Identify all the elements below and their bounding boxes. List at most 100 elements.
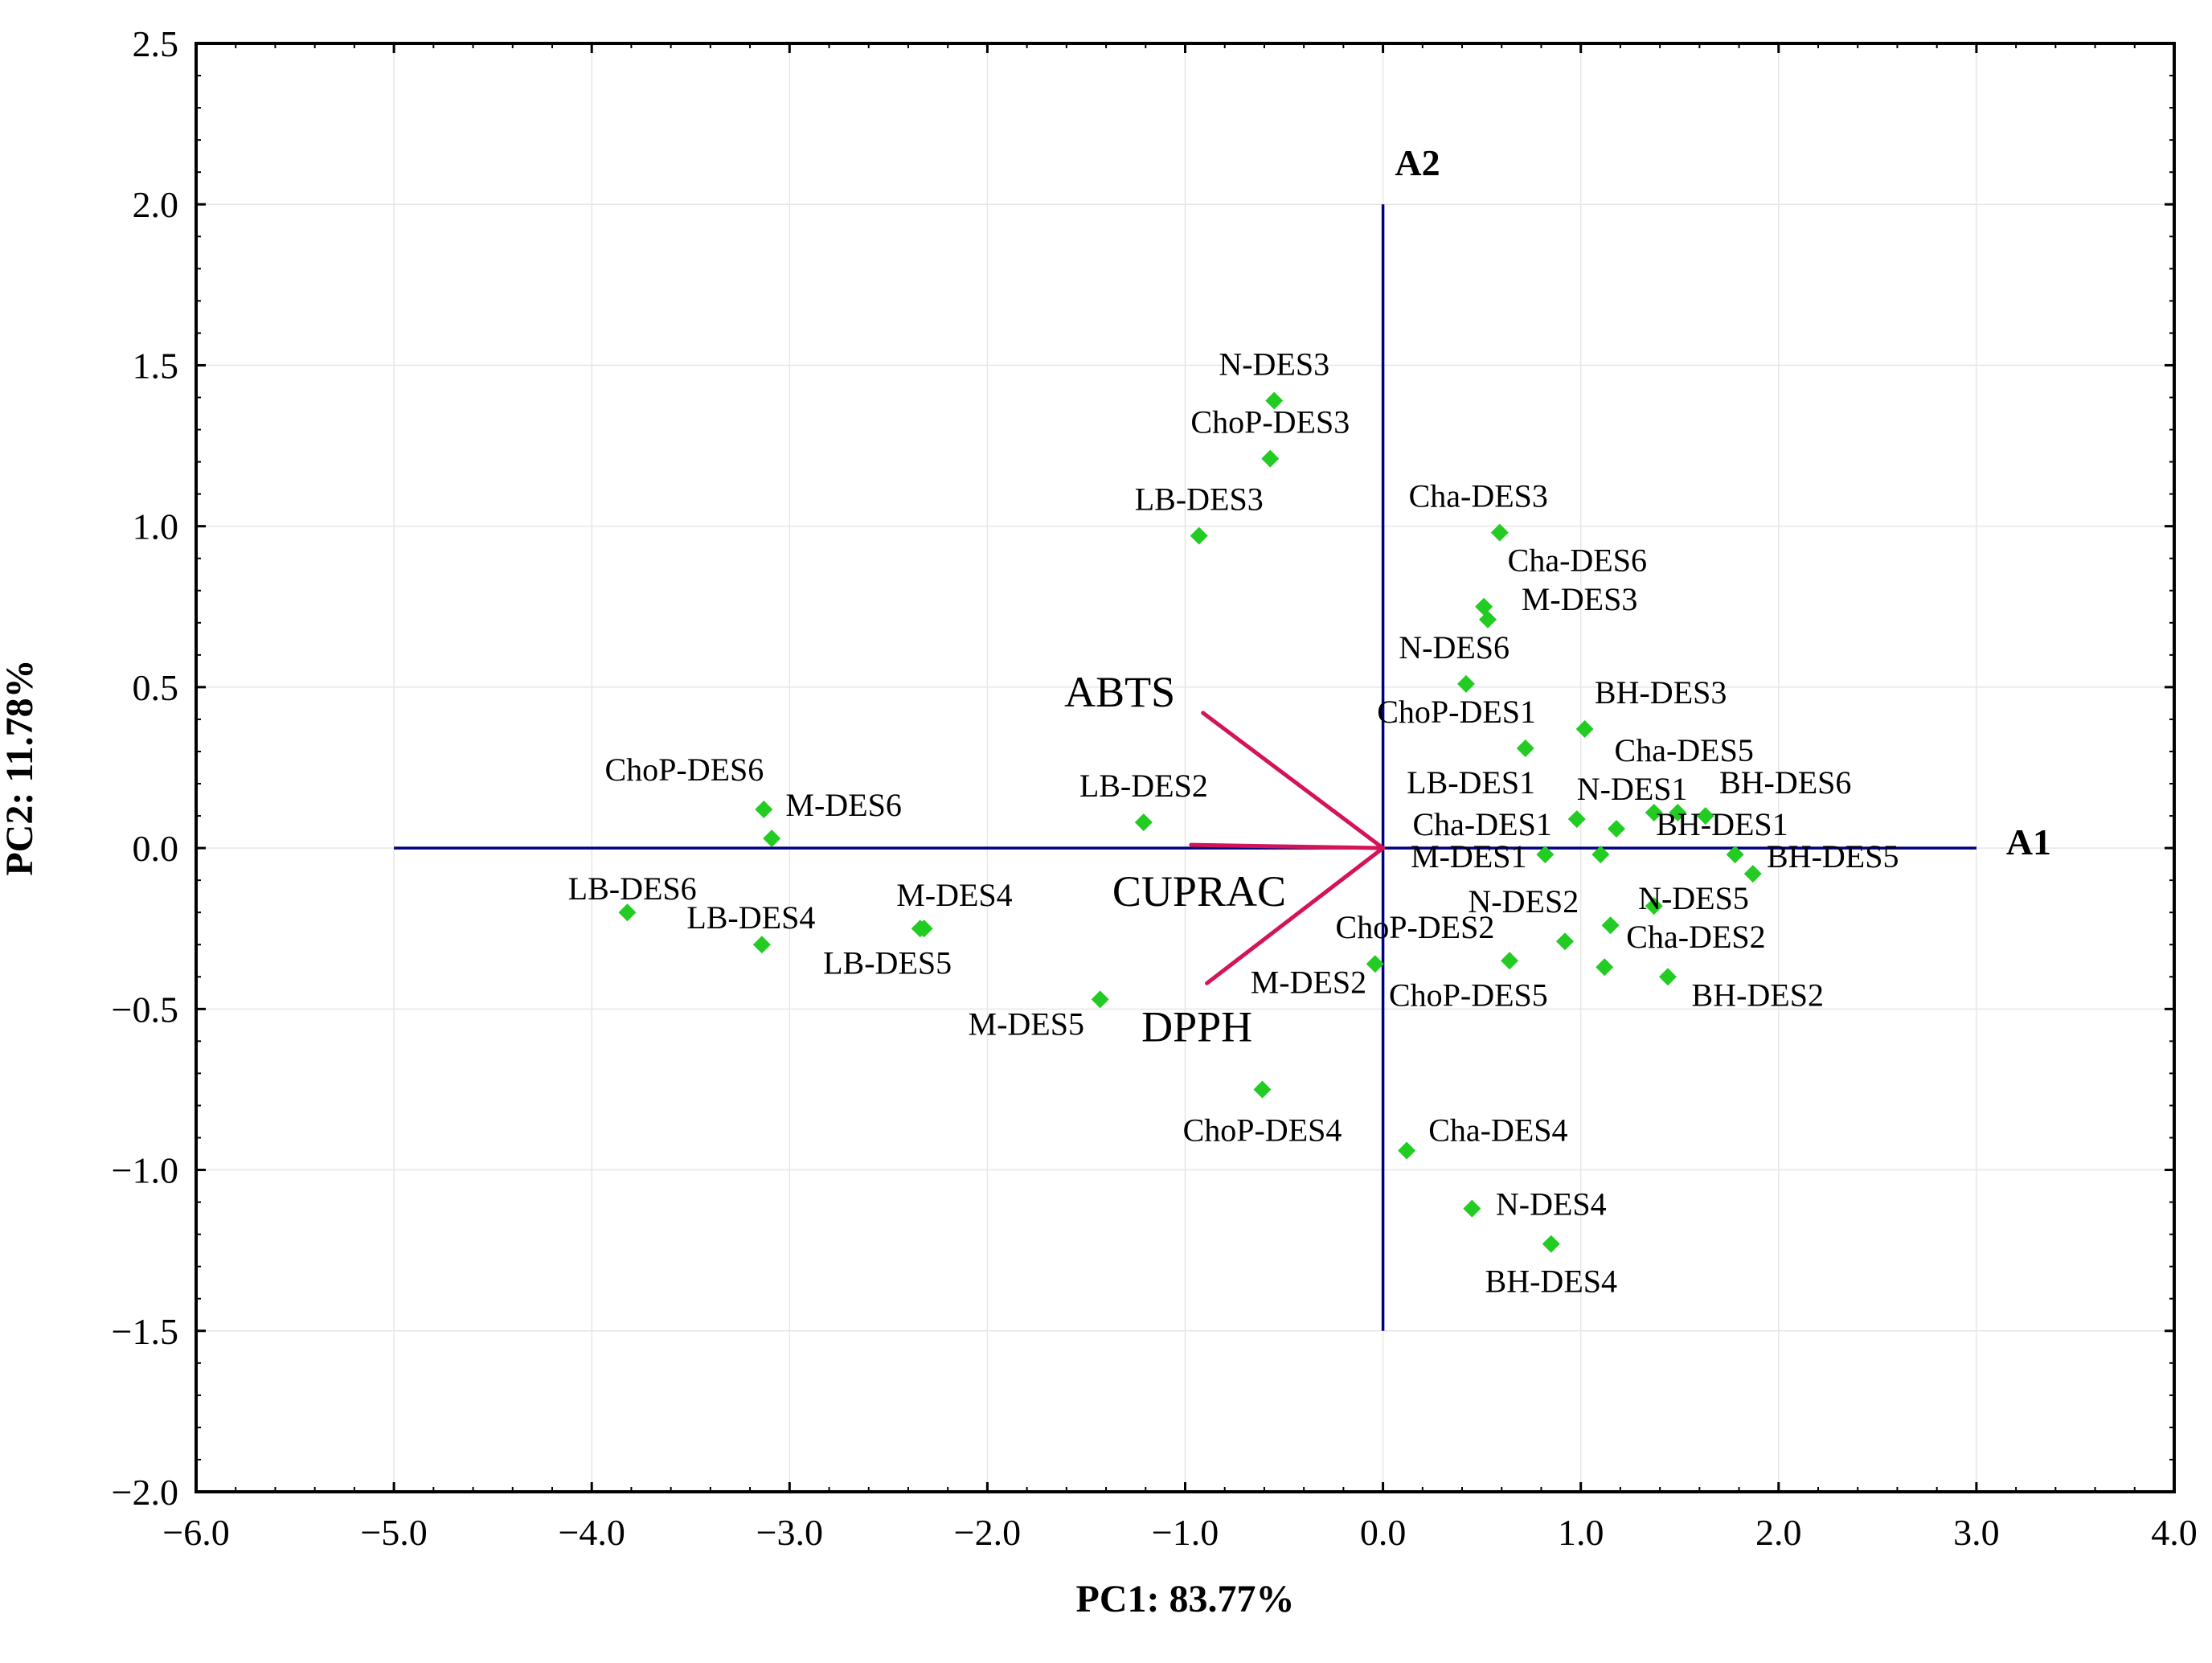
data-point [618, 903, 637, 922]
data-point [1601, 916, 1620, 935]
x-tick-label: 1.0 [1558, 1512, 1604, 1553]
data-point [1516, 739, 1534, 757]
point-label: ChoP-DES4 [1183, 1112, 1342, 1149]
point-label: Cha-DES6 [1508, 543, 1647, 579]
point-label: LB-DES6 [568, 870, 697, 907]
point-label: Cha-DES5 [1615, 732, 1754, 768]
point-label: LB-DES2 [1079, 768, 1208, 804]
data-point [1190, 526, 1208, 545]
y-tick-label: −0.5 [112, 989, 178, 1030]
point-label: BH-DES6 [1719, 764, 1851, 801]
x-tick-label: 2.0 [1755, 1512, 1802, 1553]
data-point [1134, 813, 1153, 832]
data-point [1596, 958, 1614, 977]
data-point [1091, 990, 1109, 1009]
data-point [1501, 952, 1519, 970]
point-label: N-DES6 [1399, 629, 1509, 666]
x-tick-label: −1.0 [1152, 1512, 1219, 1553]
y-tick-label: 1.5 [133, 345, 179, 386]
point-label: ChoP-DES6 [604, 752, 764, 788]
y-tick-label: 1.0 [133, 506, 179, 547]
data-point [1658, 968, 1677, 986]
point-label: LB-DES5 [823, 944, 952, 981]
point-label: M-DES6 [785, 787, 901, 823]
data-point [1591, 846, 1610, 864]
point-label: ChoP-DES2 [1336, 909, 1495, 945]
y-tick-label: −1.5 [112, 1311, 178, 1352]
point-label: Cha-DES2 [1626, 919, 1765, 955]
point-label: N-DES2 [1468, 883, 1579, 920]
x-tick-label: 0.0 [1360, 1512, 1407, 1553]
y-axis-title: PC2: 11.78% [0, 659, 41, 875]
data-point [1536, 846, 1555, 864]
data-point [1253, 1080, 1272, 1099]
y-tick-label: 0.0 [133, 828, 179, 869]
vector-abts [1201, 711, 1386, 850]
data-point [1490, 523, 1509, 542]
data-point [1669, 804, 1687, 822]
data-point [1743, 865, 1762, 883]
data-point [915, 920, 933, 938]
variable-vectors: ABTS CUPRAC DPPH [1064, 668, 1386, 1051]
y-tick-label: −1.0 [112, 1150, 178, 1191]
point-label: M-DES1 [1411, 838, 1526, 875]
data-point [763, 829, 781, 848]
y-tick-label: 0.5 [133, 667, 179, 708]
x-tick-label: −6.0 [162, 1512, 229, 1553]
point-label: M-DES5 [969, 1006, 1084, 1042]
data-point [1696, 807, 1714, 825]
data-point [1366, 955, 1384, 973]
data-point [1556, 932, 1575, 951]
y-tick-label: 2.0 [133, 184, 179, 225]
data-point [1645, 897, 1663, 915]
x-axis-title: PC1: 83.77% [1076, 1578, 1295, 1620]
data-point [1398, 1141, 1416, 1160]
point-label: LB-DES3 [1135, 481, 1264, 518]
point-label: M-DES3 [1522, 581, 1637, 617]
point-label: ChoP-DES5 [1389, 977, 1548, 1013]
y-tick-label: −2.0 [112, 1472, 178, 1513]
vector-cuprac [1189, 842, 1386, 850]
data-point [1567, 810, 1586, 829]
point-label: M-DES4 [896, 877, 1012, 913]
point-label: BH-DES4 [1485, 1264, 1617, 1300]
point-label: N-DES1 [1577, 771, 1688, 807]
point-label: Cha-DES1 [1413, 806, 1552, 842]
data-point [1726, 846, 1744, 864]
vector-dpph [1205, 846, 1386, 985]
data-point [1463, 1199, 1481, 1218]
point-label: LB-DES1 [1407, 764, 1535, 801]
point-label: Cha-DES4 [1428, 1112, 1567, 1149]
data-point [1265, 391, 1284, 410]
y-tick-label: 2.5 [133, 23, 179, 64]
data-point [1575, 719, 1594, 738]
point-label: M-DES2 [1251, 964, 1366, 1000]
x-tick-label: 4.0 [2151, 1512, 2198, 1553]
x-tick-label: −5.0 [360, 1512, 427, 1553]
x-tick-label: 3.0 [1953, 1512, 2000, 1553]
point-label: N-DES4 [1496, 1186, 1607, 1223]
point-label: BH-DES1 [1656, 806, 1788, 842]
data-point [1607, 820, 1625, 838]
x-tick-label: −3.0 [756, 1512, 823, 1553]
data-point [755, 801, 773, 819]
data-point [752, 936, 771, 954]
x-tick-label: −2.0 [954, 1512, 1021, 1553]
vector-label-dpph: DPPH [1141, 1002, 1252, 1051]
reference-label-a2: A2 [1395, 142, 1440, 183]
data-point [1479, 610, 1497, 629]
point-label: BH-DES2 [1692, 977, 1824, 1013]
reference-lines: A1 A2 [394, 142, 2051, 1331]
data-point [1542, 1235, 1560, 1253]
x-tick-label: −4.0 [558, 1512, 625, 1553]
axis-ticks: −6.0 −5.0 −4.0 −3.0 −2.0 −1.0 0.0 1.0 2.0 3.0 4.0 −… [112, 23, 2198, 1553]
point-label: BH-DES5 [1767, 838, 1899, 875]
data-point [1475, 597, 1493, 616]
data-point [1456, 674, 1475, 693]
sample-points [618, 391, 1762, 1253]
point-label: ChoP-DES3 [1190, 404, 1350, 440]
data-point [1645, 804, 1663, 822]
point-label: Cha-DES3 [1409, 478, 1548, 514]
